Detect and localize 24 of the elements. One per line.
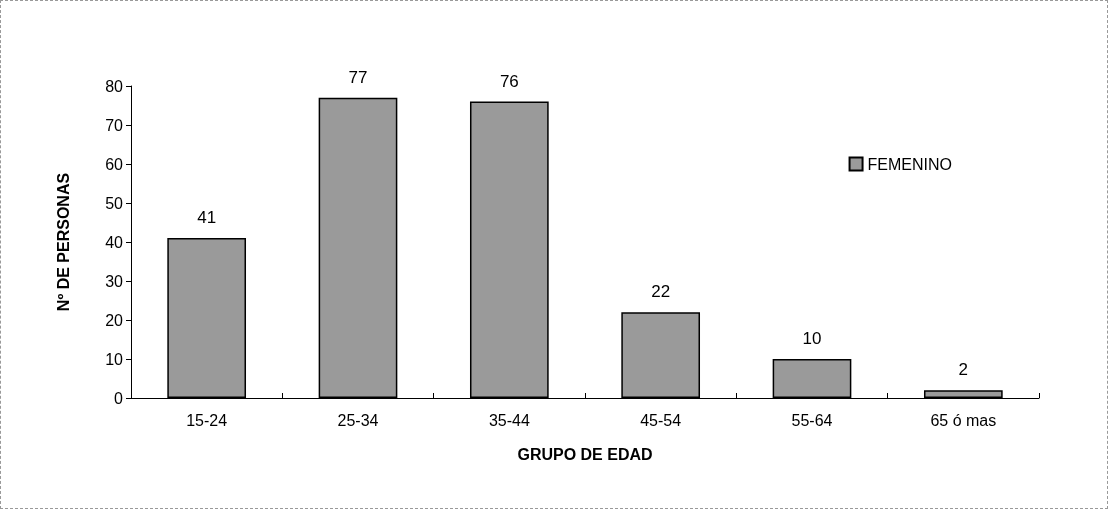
x-tick-label: 25-34 (337, 411, 379, 429)
x-tick-label: 65 ó mas (930, 411, 997, 429)
x-tick-label: 45-54 (640, 411, 682, 429)
x-tick-label: 15-24 (186, 411, 228, 429)
y-tick-label: 80 (105, 77, 124, 95)
data-label: 76 (499, 71, 519, 91)
legend-label: FEMENINO (867, 155, 953, 173)
y-tick-label: 30 (105, 272, 124, 290)
x-axis-title: GRUPO DE EDAD (517, 445, 653, 463)
y-tick-label: 40 (105, 233, 124, 251)
data-label: 10 (802, 329, 822, 348)
y-tick-label: 0 (114, 389, 124, 407)
y-tick-label: 20 (105, 311, 124, 329)
data-label: 22 (651, 282, 671, 302)
data-label: 2 (958, 360, 969, 380)
x-tick-label: 55-64 (791, 411, 833, 429)
data-label: 77 (348, 67, 368, 87)
x-tick-label: 35-44 (488, 411, 530, 429)
y-axis-title: Nº DE PERSONAS (54, 172, 72, 312)
y-tick-label: 60 (105, 155, 124, 173)
y-tick-label: 70 (105, 116, 124, 134)
y-tick-label: 10 (105, 350, 124, 368)
y-tick-label: 50 (105, 194, 124, 212)
data-label: 41 (197, 208, 217, 228)
